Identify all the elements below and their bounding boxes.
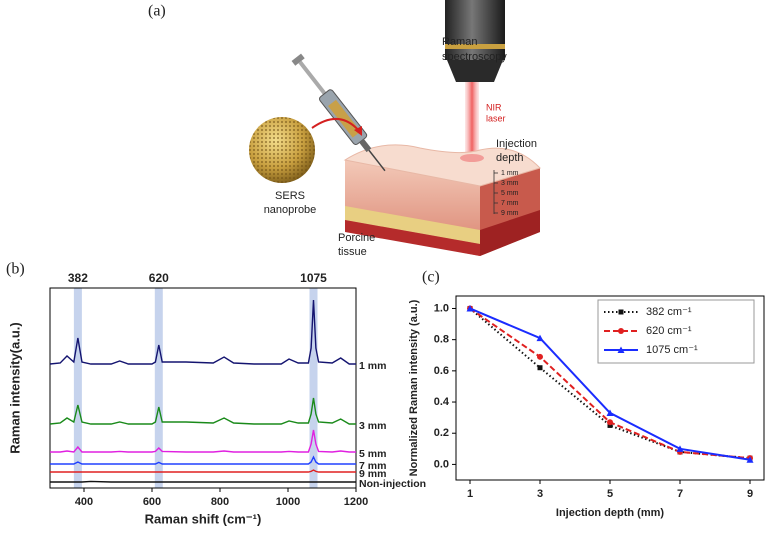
legend-label: 620 cm⁻¹ <box>646 325 692 337</box>
marker <box>466 304 474 312</box>
marker <box>676 445 684 452</box>
objective-tip <box>447 60 503 82</box>
marker <box>536 334 544 342</box>
arrow <box>311 118 361 133</box>
label: depth <box>496 152 524 164</box>
y-tick-label: 0.2 <box>434 427 449 439</box>
marker <box>746 456 754 463</box>
peak-label: 382 <box>68 271 88 285</box>
series-line <box>50 469 356 473</box>
y-tick-label: 0.4 <box>434 396 450 408</box>
tissue-fat <box>345 206 480 244</box>
label: laser <box>486 113 506 123</box>
y-axis-title: Raman intensity(a.u.) <box>7 322 22 453</box>
series-label: 3 mm <box>359 420 386 432</box>
marker <box>617 346 625 353</box>
series-label: 7 mm <box>359 460 386 472</box>
legend-label: 382 cm⁻¹ <box>646 306 692 318</box>
x-tick-label: 600 <box>143 496 161 508</box>
x-axis-title: Injection depth (mm) <box>556 507 665 519</box>
y-axis-title: Normalized Raman intensity (a.u.) <box>408 299 420 476</box>
tissue-side-muscle <box>480 210 540 256</box>
marker <box>618 309 624 315</box>
depth-label: 9 mm <box>501 210 519 217</box>
legend-label: 1075 cm⁻¹ <box>646 344 698 356</box>
label: nanoprobe <box>264 204 317 216</box>
x-tick-label: 7 <box>677 488 683 500</box>
panel-label: (c) <box>422 269 440 286</box>
depth-label: 5 mm <box>501 190 519 197</box>
peak-band <box>73 288 82 488</box>
label: tissue <box>338 246 367 258</box>
syringe <box>291 53 386 172</box>
x-tick-label: 1200 <box>344 496 368 508</box>
label: Porcine <box>338 232 375 244</box>
marker <box>537 365 543 371</box>
marker <box>618 328 624 334</box>
peak-band <box>154 288 163 488</box>
marker <box>607 422 613 428</box>
tissue-muscle <box>345 220 480 256</box>
series-label: 1 mm <box>359 360 386 372</box>
objective-lens <box>445 0 505 60</box>
plot-frame <box>49 287 357 489</box>
series-label: 9 mm <box>359 468 386 480</box>
label: NIR <box>486 102 502 112</box>
marker <box>537 353 543 360</box>
series-line <box>49 397 356 425</box>
series-label: 5 mm <box>359 448 386 460</box>
illustration: (a) Raman spectroscopy NIR laser Injecti… <box>148 0 541 258</box>
panel-label: (b) <box>6 261 25 278</box>
x-axis-title: Raman shift (cm⁻¹) <box>145 511 262 526</box>
x-tick-label: 9 <box>747 488 753 500</box>
series-line <box>50 480 356 483</box>
label: Raman <box>442 36 477 48</box>
x-tick-label: 800 <box>211 496 229 508</box>
nanoprobe-texture <box>249 117 315 183</box>
arrow-head <box>354 126 362 136</box>
peak-label: 620 <box>149 271 169 285</box>
x-tick-label: 1000 <box>276 496 300 508</box>
series-line <box>49 299 356 365</box>
tissue-top <box>343 144 541 187</box>
laser-spot <box>460 154 484 162</box>
y-tick-label: 0.0 <box>434 458 449 470</box>
y-tick-label: 1.0 <box>434 302 449 314</box>
x-tick-label: 3 <box>537 488 543 500</box>
y-tick-label: 0.8 <box>434 334 449 346</box>
depth-label: 3 mm <box>501 180 519 187</box>
x-tick-label: 1 <box>467 488 473 500</box>
series-label: Non-injection <box>359 478 426 490</box>
label: Injection <box>496 138 537 150</box>
series-line <box>50 455 356 465</box>
depth-label: 1 mm <box>501 170 519 177</box>
x-tick-label: 5 <box>607 488 613 500</box>
x-tick-label: 400 <box>75 496 93 508</box>
peak-band <box>309 288 318 488</box>
objective-band <box>445 44 505 49</box>
marker <box>606 409 614 416</box>
y-tick-label: 0.6 <box>434 365 449 377</box>
peak-label: 1075 <box>300 271 327 285</box>
label: spectroscopy <box>442 51 507 63</box>
panel-label: (a) <box>148 3 166 20</box>
depth-label: 7 mm <box>501 200 519 207</box>
marker <box>607 419 613 426</box>
label: SERS <box>275 190 305 202</box>
series-line <box>50 429 356 453</box>
